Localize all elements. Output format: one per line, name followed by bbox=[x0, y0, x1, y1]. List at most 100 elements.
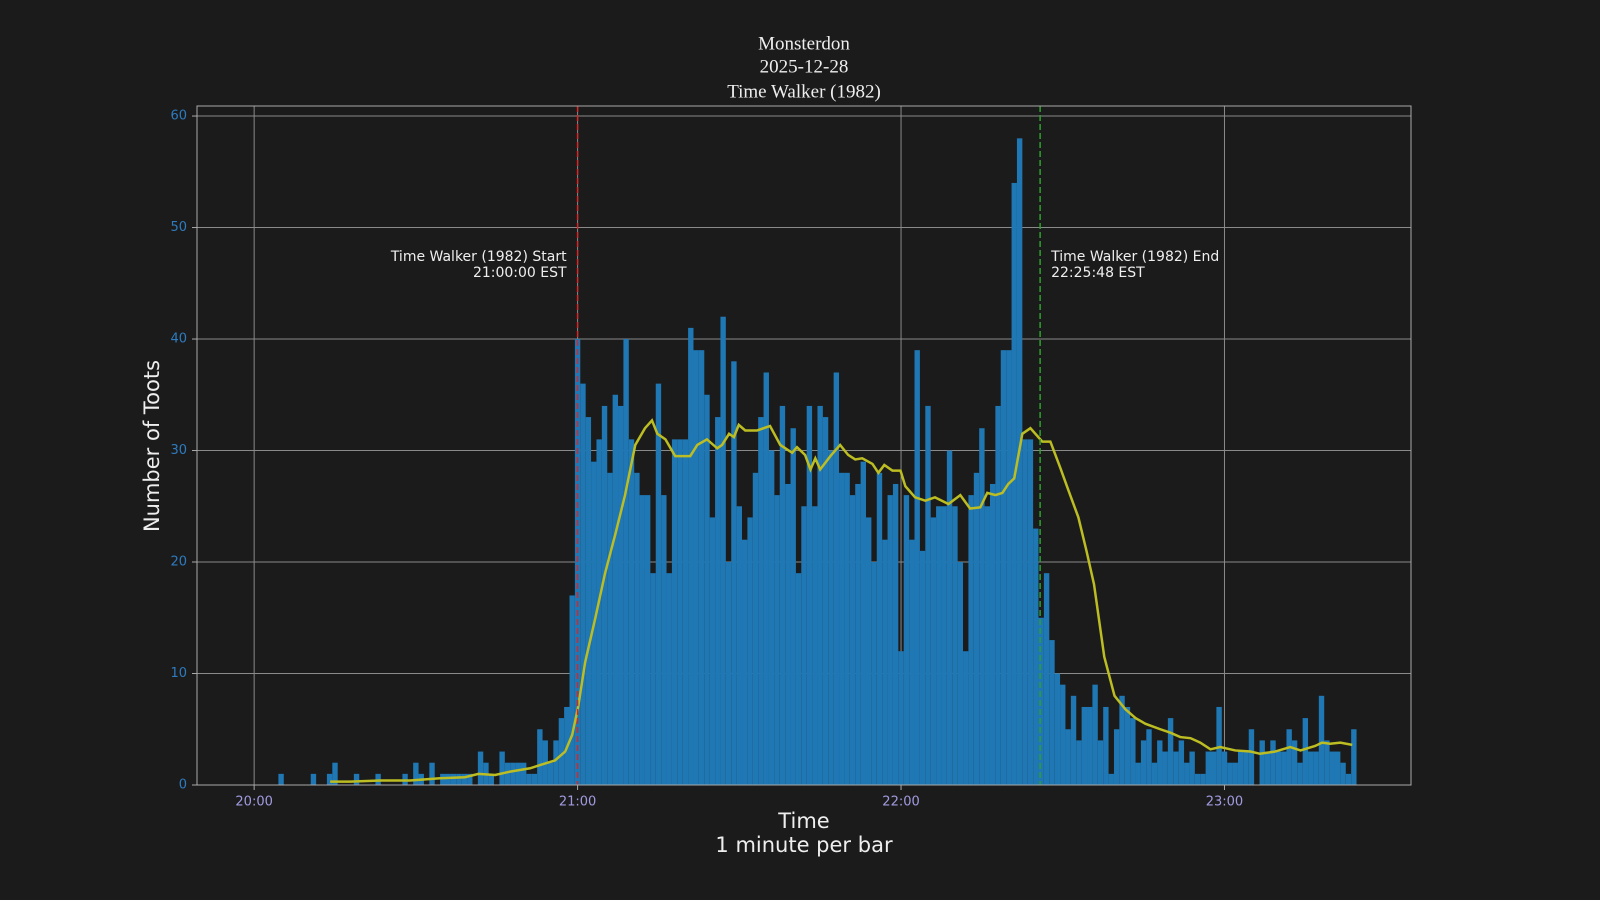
bar bbox=[499, 751, 505, 785]
bar bbox=[1340, 762, 1346, 785]
bar bbox=[644, 495, 651, 785]
bar bbox=[450, 773, 457, 785]
bar bbox=[860, 461, 866, 785]
bar bbox=[456, 773, 462, 785]
bar bbox=[763, 372, 769, 785]
bar bbox=[515, 762, 521, 785]
bar bbox=[688, 327, 694, 785]
bar bbox=[946, 450, 953, 785]
bar bbox=[1049, 640, 1055, 785]
bar bbox=[618, 405, 624, 785]
bar bbox=[979, 428, 985, 785]
y-tick-label: 30 bbox=[170, 443, 187, 458]
bar bbox=[655, 383, 662, 785]
bar bbox=[488, 773, 495, 785]
y-tick-label: 50 bbox=[170, 220, 187, 235]
bar bbox=[1211, 751, 1217, 785]
bar bbox=[332, 762, 338, 785]
bar bbox=[585, 417, 592, 785]
bar bbox=[806, 405, 813, 785]
bar bbox=[785, 483, 791, 785]
y-axis-label: Number of Toots bbox=[140, 360, 164, 532]
bar bbox=[995, 405, 1001, 785]
bar bbox=[1189, 751, 1195, 785]
bar bbox=[553, 740, 559, 785]
bar bbox=[1097, 740, 1104, 785]
x-axis-label: Time bbox=[777, 809, 829, 833]
bar bbox=[882, 539, 888, 785]
bar bbox=[855, 483, 861, 785]
bar bbox=[628, 439, 635, 785]
chart-title: Time Walker (1982) bbox=[727, 81, 881, 102]
bar bbox=[768, 450, 775, 785]
bar bbox=[731, 361, 737, 785]
bar bbox=[1302, 718, 1309, 785]
bar bbox=[925, 405, 931, 785]
event-annotation: 21:00:00 EST bbox=[473, 265, 567, 281]
bar bbox=[445, 773, 451, 785]
bar bbox=[709, 517, 716, 785]
bar bbox=[1270, 740, 1276, 785]
bar bbox=[353, 773, 360, 785]
bar bbox=[1264, 751, 1271, 785]
bar bbox=[1087, 706, 1093, 785]
bar bbox=[1318, 695, 1325, 785]
bar bbox=[477, 751, 484, 785]
bar bbox=[903, 495, 910, 785]
bar bbox=[1324, 740, 1330, 785]
bar bbox=[596, 439, 602, 785]
bar bbox=[1157, 740, 1163, 785]
event-annotation: 22:25:48 EST bbox=[1051, 265, 1145, 281]
y-tick-label: 40 bbox=[170, 332, 187, 347]
bar bbox=[1119, 695, 1125, 785]
bar bbox=[671, 439, 678, 785]
bar bbox=[952, 506, 958, 785]
x-tick-label: 22:00 bbox=[882, 795, 919, 810]
bar bbox=[919, 550, 926, 785]
bar bbox=[1275, 751, 1282, 785]
bar bbox=[569, 595, 575, 785]
bar bbox=[1216, 706, 1222, 785]
bar bbox=[1291, 740, 1298, 785]
bar bbox=[1345, 773, 1352, 785]
bar bbox=[461, 773, 468, 785]
bar bbox=[973, 472, 980, 785]
bar bbox=[725, 562, 732, 785]
bar bbox=[1200, 773, 1206, 785]
x-tick-label: 21:00 bbox=[559, 795, 596, 810]
bar bbox=[1205, 751, 1212, 785]
bar bbox=[1043, 573, 1050, 785]
bar bbox=[1038, 617, 1044, 785]
bar bbox=[1108, 773, 1114, 785]
bar bbox=[698, 350, 705, 785]
bar bbox=[1060, 684, 1066, 785]
bar bbox=[1130, 718, 1136, 785]
bar bbox=[1135, 762, 1141, 785]
y-tick-label: 20 bbox=[170, 555, 187, 570]
bar bbox=[1103, 706, 1109, 785]
bar bbox=[1065, 729, 1071, 785]
bar bbox=[607, 472, 613, 785]
bar bbox=[1259, 740, 1265, 785]
bar bbox=[704, 394, 710, 785]
bar bbox=[833, 372, 840, 785]
bar bbox=[984, 506, 990, 785]
bar bbox=[1081, 706, 1088, 785]
bar bbox=[790, 428, 796, 785]
chart-title: Monsterdon bbox=[758, 33, 850, 54]
bar bbox=[1308, 751, 1314, 785]
bar bbox=[612, 394, 619, 785]
bar bbox=[1076, 740, 1082, 785]
bar bbox=[849, 495, 856, 785]
bar bbox=[580, 383, 586, 785]
bar bbox=[1232, 762, 1238, 785]
bar bbox=[822, 417, 829, 785]
bar bbox=[828, 450, 834, 785]
bar bbox=[1000, 350, 1007, 785]
bar bbox=[682, 439, 689, 785]
y-tick-label: 0 bbox=[179, 778, 187, 793]
bar bbox=[1351, 729, 1357, 785]
bar bbox=[537, 729, 543, 785]
bar bbox=[930, 517, 937, 785]
bar bbox=[1237, 751, 1244, 785]
